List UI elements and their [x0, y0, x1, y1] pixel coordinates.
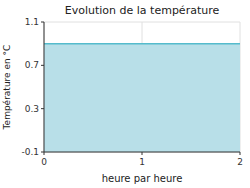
y-tick: [41, 22, 44, 23]
x-tick-label: 0: [41, 157, 47, 167]
y-tick-label: 0.7: [25, 60, 39, 70]
y-tick: [41, 65, 44, 66]
x-axis-label: heure par heure: [102, 173, 183, 184]
y-tick-label: 0.3: [25, 104, 39, 114]
x-tick: [142, 152, 143, 155]
area-fill: [44, 44, 240, 152]
y-tick-label: 1.1: [25, 17, 39, 27]
title: Evolution de la température: [65, 4, 220, 17]
grid-line-x: [44, 22, 45, 152]
y-tick-label: -0.1: [21, 147, 39, 157]
plot-area: [44, 44, 240, 152]
chart-container: -0.1 0.3 0.7 1.1 0 1 2 Evolution de la températ…: [0, 0, 250, 188]
y-axis-label: Température en °C: [2, 45, 12, 131]
y-tick: [41, 108, 44, 109]
chart: -0.1 0.3 0.7 1.1 0 1 2 Evolution de la températ…: [0, 0, 250, 188]
y-axis-line: [44, 22, 45, 152]
x-tick-label: 2: [237, 157, 243, 167]
x-tick: [240, 152, 241, 155]
x-tick: [44, 152, 45, 155]
area-line: [44, 43, 240, 45]
grid: [44, 22, 240, 152]
x-tick-label: 1: [139, 157, 145, 167]
